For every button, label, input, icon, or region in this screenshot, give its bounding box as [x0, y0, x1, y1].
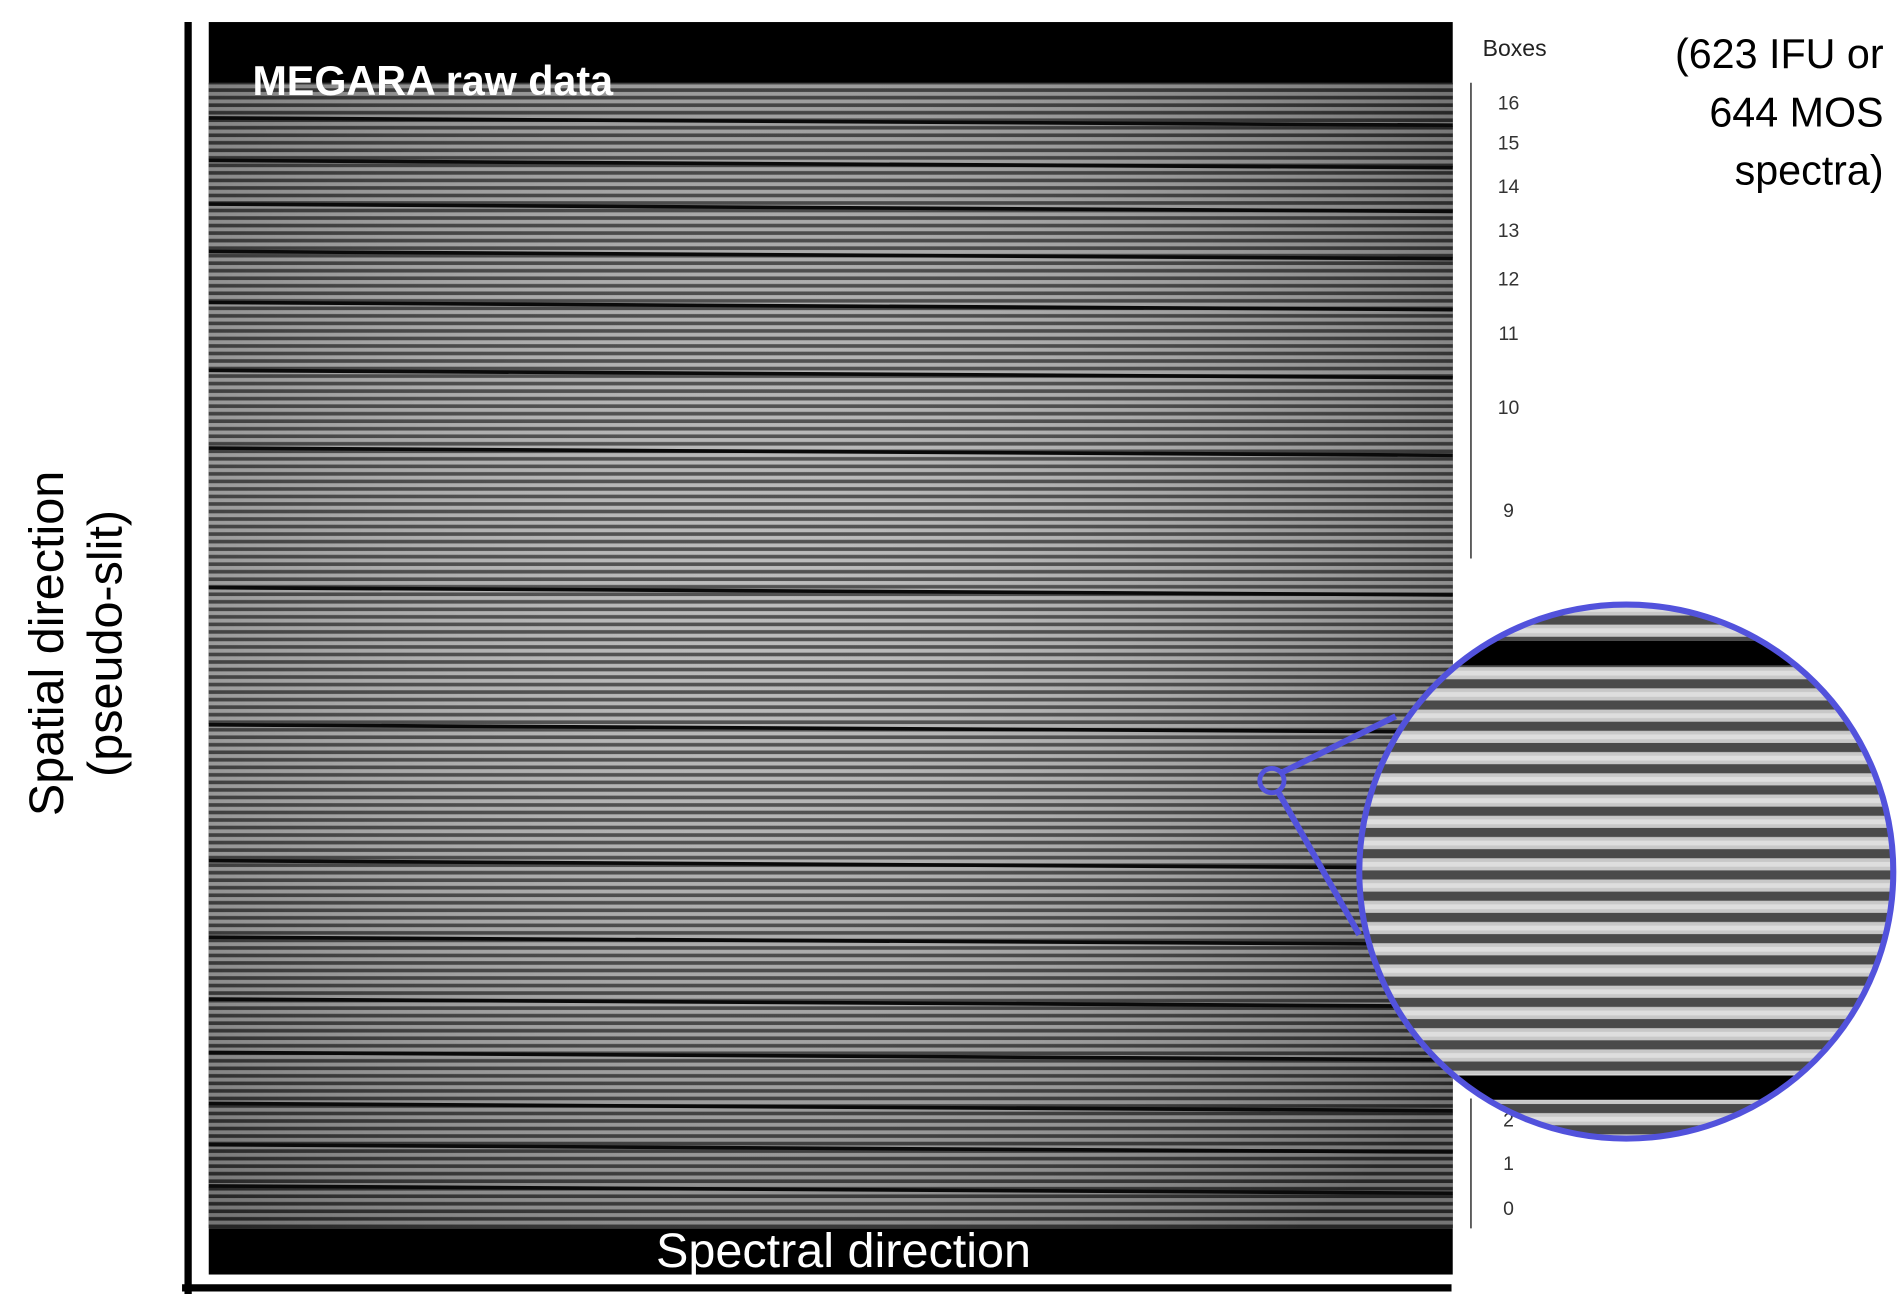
- box-separator: [208, 368, 1453, 380]
- note-line: (623 IFU or: [1675, 31, 1884, 77]
- box-separator: [208, 585, 1453, 597]
- box-label: 9: [1503, 500, 1514, 522]
- y-label-line: Spatial direction: [20, 471, 74, 816]
- note-line: 644 MOS: [1709, 89, 1883, 135]
- box-separator: [208, 1184, 1453, 1196]
- box-separator: [208, 858, 1453, 870]
- box-label: 14: [1498, 176, 1520, 198]
- box-separator: [208, 446, 1453, 458]
- image-title: MEGARA raw data: [252, 58, 614, 104]
- box-separator: [208, 202, 1453, 214]
- box-separator: [208, 1101, 1453, 1113]
- box-separator: [208, 249, 1453, 261]
- box-label: 1: [1503, 1153, 1514, 1175]
- box-separator: [208, 722, 1453, 734]
- boxes-header: Boxes: [1483, 35, 1547, 61]
- box-separator: [208, 997, 1453, 1009]
- note: (623 IFU or 644 MOS spectra): [1675, 31, 1884, 194]
- box-label: 12: [1498, 268, 1520, 290]
- raw-image: [208, 22, 1453, 1275]
- y-label-line: (pseudo-slit): [78, 510, 132, 777]
- box-label: 15: [1498, 132, 1520, 154]
- box-label: 16: [1498, 92, 1520, 114]
- box-label: 10: [1498, 397, 1520, 419]
- box-label: 11: [1498, 323, 1518, 345]
- box-separator: [208, 1050, 1453, 1062]
- box-separator: [208, 116, 1453, 128]
- y-label: Spatial direction (pseudo-slit): [20, 471, 132, 816]
- x-label: Spectral direction: [656, 1224, 1031, 1278]
- box-label: 13: [1498, 220, 1520, 242]
- box-separator: [208, 300, 1453, 312]
- box-separator: [208, 935, 1453, 947]
- box-label: 0: [1503, 1198, 1514, 1220]
- box-label: 2: [1503, 1109, 1514, 1131]
- note-line: spectra): [1735, 148, 1884, 194]
- box-separator: [208, 158, 1453, 170]
- box-separator: [208, 1142, 1453, 1154]
